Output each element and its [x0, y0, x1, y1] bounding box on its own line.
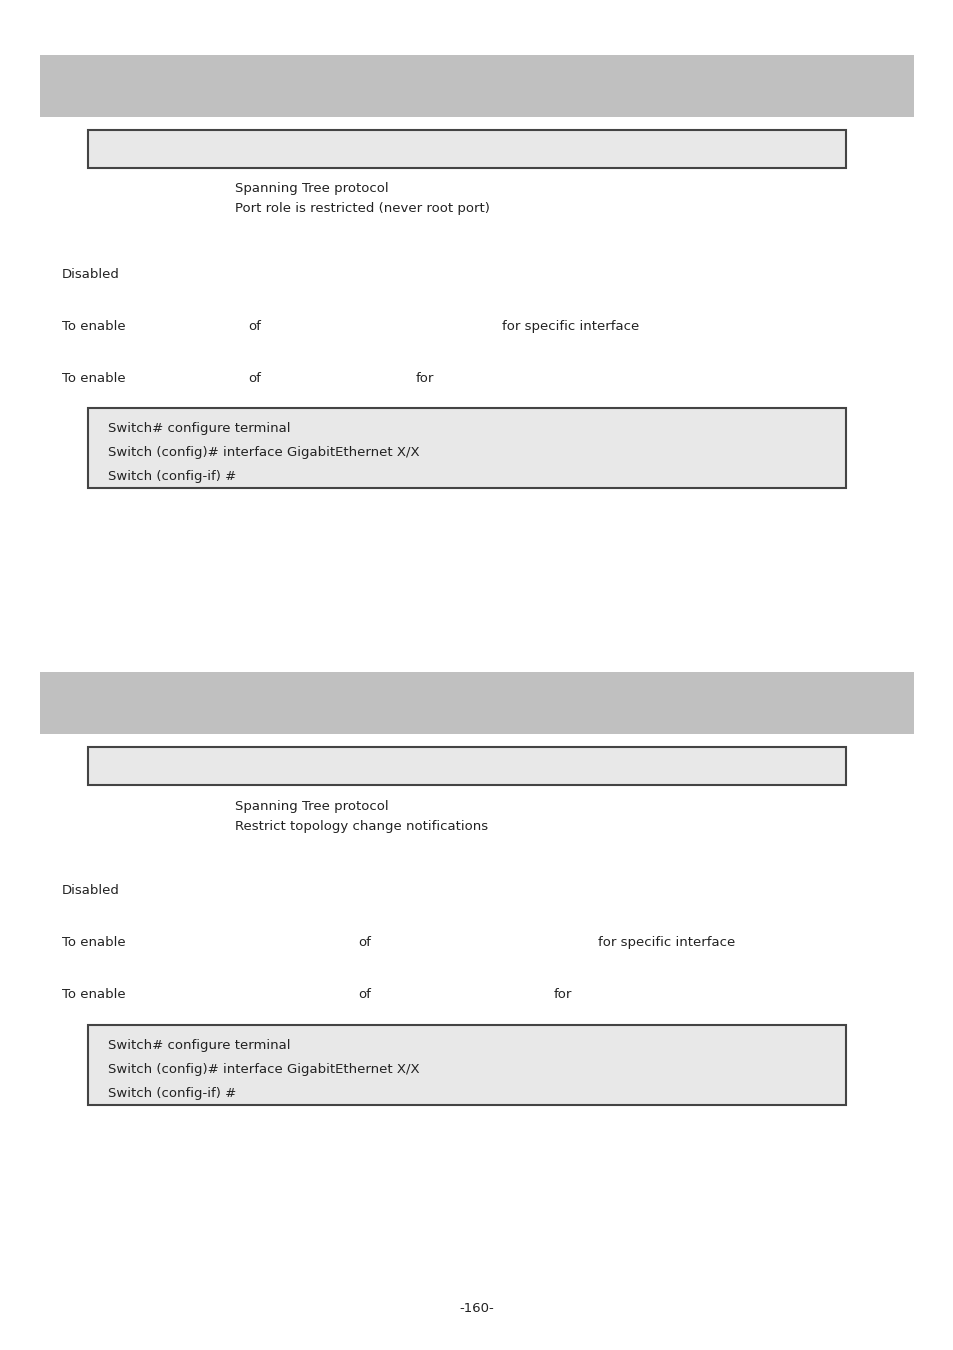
Text: To enable: To enable [62, 988, 126, 1000]
Text: Switch (config-if) #: Switch (config-if) # [108, 1087, 236, 1100]
Bar [88, 1025, 845, 1106]
Text: of: of [357, 988, 371, 1000]
Bar [88, 130, 845, 167]
Text: for specific interface: for specific interface [501, 320, 639, 333]
Text: Switch (config)# interface GigabitEthernet X/X: Switch (config)# interface GigabitEthern… [108, 446, 419, 459]
Bar [40, 55, 913, 117]
Text: Switch# configure terminal: Switch# configure terminal [108, 423, 291, 435]
Text: To enable: To enable [62, 320, 126, 333]
Bar [88, 408, 845, 487]
Text: of: of [357, 936, 371, 949]
Text: To enable: To enable [62, 936, 126, 949]
Text: Switch (config-if) #: Switch (config-if) # [108, 470, 236, 483]
Text: Disabled: Disabled [62, 884, 120, 896]
Text: of: of [248, 320, 260, 333]
Text: Spanning Tree protocol: Spanning Tree protocol [234, 182, 388, 194]
Text: Spanning Tree protocol: Spanning Tree protocol [234, 801, 388, 813]
Text: Restrict topology change notifications: Restrict topology change notifications [234, 819, 488, 833]
Text: Switch# configure terminal: Switch# configure terminal [108, 1040, 291, 1052]
Text: Switch (config)# interface GigabitEthernet X/X: Switch (config)# interface GigabitEthern… [108, 1062, 419, 1076]
Text: To enable: To enable [62, 373, 126, 385]
Text: for: for [416, 373, 434, 385]
Text: of: of [248, 373, 260, 385]
Bar [40, 672, 913, 734]
Text: -160-: -160- [459, 1301, 494, 1315]
Bar [88, 747, 845, 784]
Text: Port role is restricted (never root port): Port role is restricted (never root port… [234, 202, 489, 215]
Text: for: for [554, 988, 572, 1000]
Text: Disabled: Disabled [62, 269, 120, 281]
Text: for specific interface: for specific interface [598, 936, 735, 949]
